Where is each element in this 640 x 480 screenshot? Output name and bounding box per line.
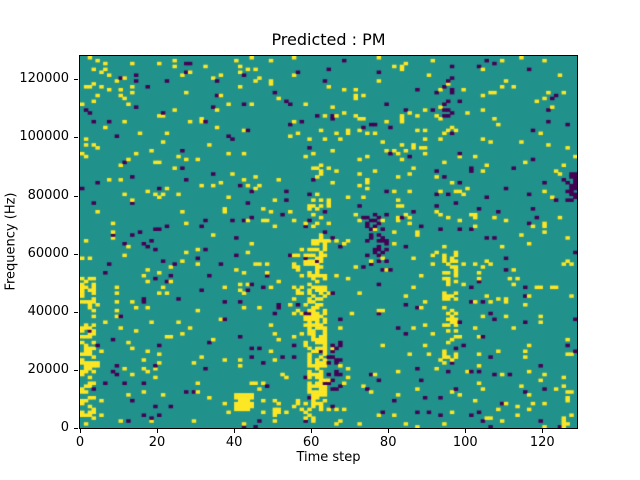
x-tick-mark <box>542 429 544 433</box>
y-tick-label: 120000 <box>19 71 69 87</box>
x-tick-mark <box>388 429 390 433</box>
x-tick-label: 60 <box>302 435 320 450</box>
x-tick-label: 0 <box>75 435 85 450</box>
y-tick-mark <box>74 137 78 139</box>
x-tick-mark <box>80 429 81 433</box>
x-tick-mark <box>465 429 467 433</box>
y-tick-label: 100000 <box>19 129 69 145</box>
x-tick-label: 80 <box>379 435 397 450</box>
y-tick-label: 20000 <box>27 361 69 377</box>
y-tick-mark <box>74 428 78 429</box>
y-tick-label: 40000 <box>27 303 69 319</box>
x-axis-label: Time step <box>296 450 361 465</box>
chart-title: Predicted : PM <box>271 30 386 49</box>
x-tick-label: 40 <box>225 435 243 450</box>
plot-area <box>79 55 578 429</box>
x-tick-mark <box>311 429 313 433</box>
x-tick-label: 20 <box>148 435 166 450</box>
heatmap-canvas <box>80 56 577 428</box>
y-tick-label: 60000 <box>27 245 69 261</box>
y-tick-mark <box>74 79 78 81</box>
x-tick-label: 100 <box>452 435 478 450</box>
y-tick-mark <box>74 253 78 255</box>
x-tick-mark <box>157 429 159 433</box>
x-tick-label: 120 <box>529 435 555 450</box>
x-tick-mark <box>234 429 236 433</box>
y-tick-mark <box>74 311 78 313</box>
y-tick-mark <box>74 369 78 371</box>
y-tick-mark <box>74 195 78 197</box>
y-tick-label: 80000 <box>27 187 69 203</box>
y-tick-label: 0 <box>60 420 69 435</box>
